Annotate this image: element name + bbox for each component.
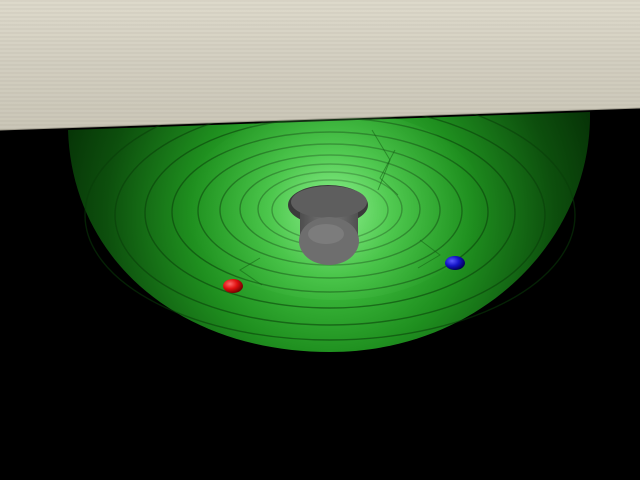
red-ball[interactable] <box>223 279 243 293</box>
blue-ball[interactable] <box>445 256 465 270</box>
center-hole <box>288 185 368 265</box>
funnel-seams <box>239 129 441 286</box>
ceiling-panel <box>0 0 640 131</box>
